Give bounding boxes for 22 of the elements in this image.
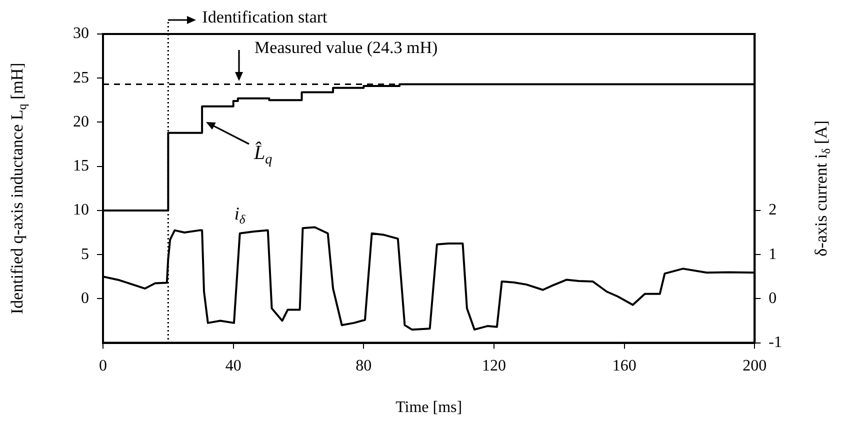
y2-tick-label: 1 bbox=[768, 246, 777, 263]
y2-axis-title: δ-axis current iδ [A] bbox=[811, 120, 834, 256]
y-tick-label: 10 bbox=[73, 202, 89, 219]
x-axis-title: Time [ms] bbox=[396, 399, 462, 416]
ref-line-label: Identification start bbox=[202, 7, 328, 26]
y-axis-title: Identified q-axis inductance Lq [mH] bbox=[7, 62, 30, 314]
y-tick-label: 5 bbox=[81, 246, 89, 263]
x-tick-label: 0 bbox=[99, 358, 107, 375]
y2-tick-label: 2 bbox=[768, 202, 777, 219]
y-tick-label: 15 bbox=[73, 158, 89, 175]
y-tick-label: 25 bbox=[73, 69, 89, 86]
x-tick-label: 40 bbox=[225, 358, 242, 375]
x-tick-label: 120 bbox=[482, 358, 506, 375]
y-tick-label: 20 bbox=[73, 113, 89, 130]
x-tick-label: 200 bbox=[742, 358, 767, 375]
y-tick-label: 30 bbox=[73, 25, 89, 42]
x-tick-label: 80 bbox=[356, 358, 372, 375]
x-tick-label: 160 bbox=[612, 358, 636, 375]
ref-line-label: Measured value (24.3 mH) bbox=[254, 38, 438, 57]
y-tick-label: 0 bbox=[81, 290, 89, 307]
y2-tick-label: 0 bbox=[768, 290, 777, 307]
y2-tick-label: -1 bbox=[768, 334, 782, 352]
